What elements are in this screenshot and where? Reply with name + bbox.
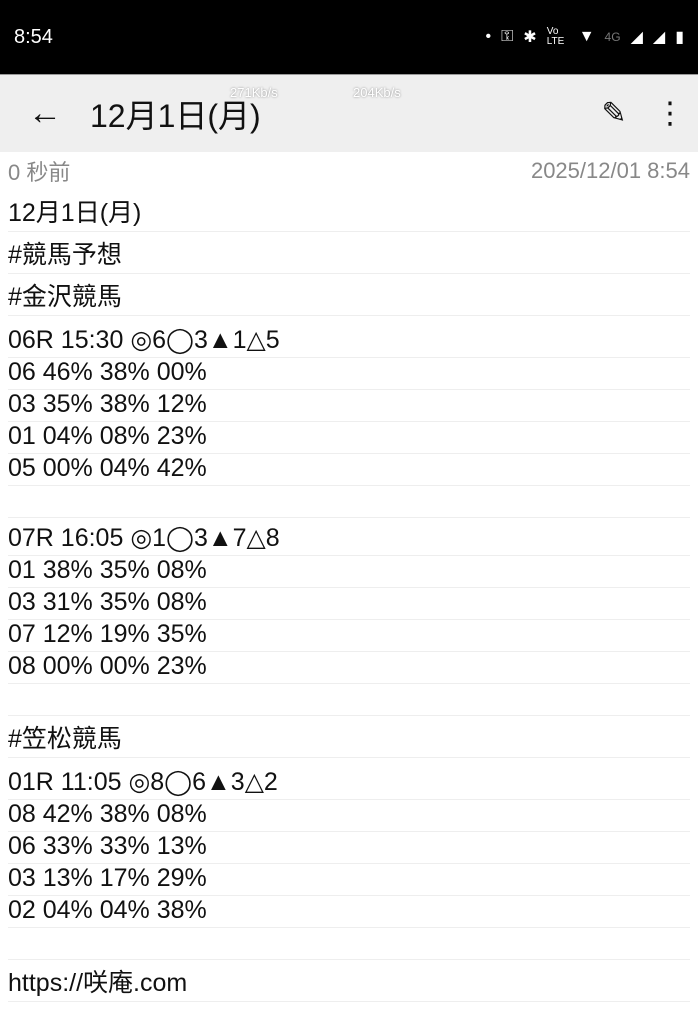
bluetooth-icon: ✱: [523, 29, 537, 46]
timestamp: 2025/12/01 8:54: [530, 158, 690, 183]
note-line[interactable]: 07 12% 19% 35%: [8, 620, 690, 652]
note-line[interactable]: 01R 11:05 ◎8◯6▲3△2: [8, 758, 690, 800]
notification-dot-icon: •: [485, 28, 492, 45]
note-line[interactable]: 03 31% 35% 08%: [8, 588, 690, 620]
note-line[interactable]: 01 04% 08% 23%: [8, 422, 690, 454]
arrow-left-icon: ←: [28, 94, 62, 132]
note-line[interactable]: 05 00% 04% 42%: [8, 454, 690, 486]
network-type: 4G: [604, 30, 621, 44]
note-line[interactable]: 12月1日(月): [8, 190, 690, 232]
app-bar: ← 12月1日(月) 271Kb/s 204Kb/s ✎ ⋮: [0, 74, 698, 152]
note-line[interactable]: [8, 486, 690, 518]
note-line[interactable]: #金沢競馬: [8, 274, 690, 316]
back-button[interactable]: ←: [0, 94, 90, 133]
status-time: 8:54: [14, 25, 53, 48]
page-title: 12月1日(月): [90, 97, 261, 134]
pencil-icon: ✎: [601, 97, 627, 130]
network-speed: 271Kb/s: [230, 85, 278, 100]
note-meta: 0 秒前 2025/12/01 8:54: [0, 152, 698, 190]
note-line[interactable]: 06 46% 38% 00%: [8, 358, 690, 390]
status-bar: 8:54 • ⚿ ✱ Vo LTE ▼ 4G ◢ ◢ ▮: [0, 0, 698, 74]
note-line[interactable]: https://咲庵.com: [8, 960, 690, 1002]
wifi-icon: ▼: [578, 28, 595, 45]
note-line[interactable]: 07R 16:05 ◎1◯3▲7△8: [8, 518, 690, 556]
note-line[interactable]: #競馬予想: [8, 232, 690, 274]
note-line[interactable]: [8, 684, 690, 716]
volte-icon: Vo LTE: [546, 26, 565, 47]
note-line[interactable]: 06R 15:30 ◎6◯3▲1△5: [8, 316, 690, 358]
note-line[interactable]: 06 33% 33% 13%: [8, 832, 690, 864]
signal-icon: ◢: [652, 29, 666, 46]
signal-icon: ◢: [630, 29, 643, 46]
note-body[interactable]: 12月1日(月) #競馬予想 #金沢競馬 06R 15:30 ◎6◯3▲1△5 06 4…: [0, 190, 698, 1002]
more-vert-icon: ⋮: [655, 97, 685, 130]
note-line[interactable]: [8, 928, 690, 960]
note-line[interactable]: #笠松競馬: [8, 716, 690, 758]
note-line[interactable]: 03 13% 17% 29%: [8, 864, 690, 896]
more-options-button[interactable]: ⋮: [642, 96, 698, 131]
note-line[interactable]: 08 42% 38% 08%: [8, 800, 690, 832]
note-line[interactable]: 02 04% 04% 38%: [8, 896, 690, 928]
note-line[interactable]: 08 00% 00% 23%: [8, 652, 690, 684]
note-line[interactable]: 03 35% 38% 12%: [8, 390, 690, 422]
network-speed: 204Kb/s: [353, 85, 401, 100]
relative-time: 0 秒前: [8, 160, 71, 185]
vpn-key-icon: ⚿: [501, 28, 514, 45]
battery-icon: ▮: [675, 29, 684, 46]
note-line[interactable]: 01 38% 35% 08%: [8, 556, 690, 588]
edit-button[interactable]: ✎: [586, 96, 642, 131]
